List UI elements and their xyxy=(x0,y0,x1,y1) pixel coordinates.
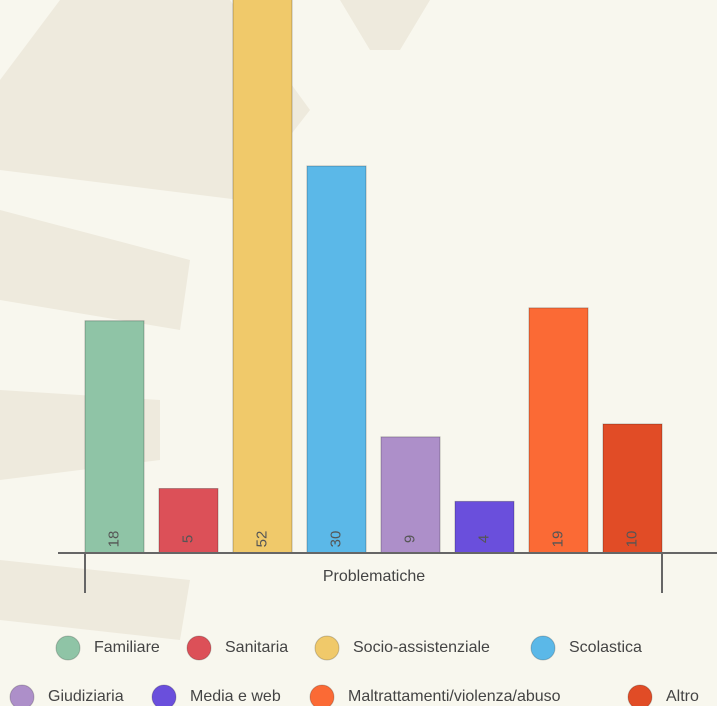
bar xyxy=(454,500,515,554)
bar xyxy=(380,436,441,554)
legend-label: Giudiziaria xyxy=(48,688,124,705)
data-label: 5 xyxy=(179,535,196,543)
legend-swatch xyxy=(186,635,212,661)
data-label: 4 xyxy=(475,535,492,543)
legend-swatch xyxy=(314,635,340,661)
legend-label: Maltrattamenti/violenza/abuso xyxy=(348,688,561,705)
legend-swatch xyxy=(627,684,653,706)
legend-label: Sanitaria xyxy=(225,639,288,656)
data-label: 18 xyxy=(105,531,122,548)
data-label: 9 xyxy=(401,535,418,543)
legend-swatch xyxy=(151,684,177,706)
legend-label: Scolastica xyxy=(569,639,642,656)
bar xyxy=(602,423,663,554)
legend-label: Media e web xyxy=(190,688,281,705)
legend-swatch xyxy=(9,684,35,706)
data-label: 19 xyxy=(549,531,566,548)
bar xyxy=(528,307,589,554)
x-axis-label: Problematiche xyxy=(323,568,425,585)
bar xyxy=(232,0,293,554)
data-label: 10 xyxy=(623,531,640,548)
bar xyxy=(306,165,367,554)
legend-swatch xyxy=(309,684,335,706)
data-label: 52 xyxy=(253,531,270,548)
data-label: 30 xyxy=(327,531,344,548)
bar xyxy=(84,320,145,554)
legend-label: Altro xyxy=(666,688,699,705)
legend-swatch xyxy=(55,635,81,661)
bar xyxy=(158,488,219,554)
legend-swatch xyxy=(530,635,556,661)
legend-label: Familiare xyxy=(94,639,160,656)
legend-label: Socio-assistenziale xyxy=(353,639,490,656)
